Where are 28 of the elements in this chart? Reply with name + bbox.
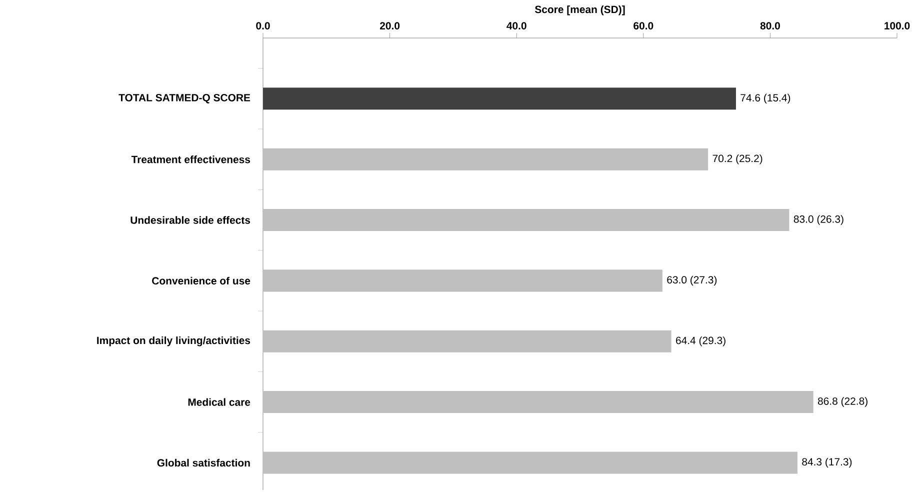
y-tick-label: Global satisfaction (157, 458, 250, 467)
bar (263, 330, 672, 352)
bar (263, 209, 790, 232)
data-label: 63.0 (27.3) (667, 276, 717, 286)
y-tick-label: Undesirable side effects (130, 216, 250, 224)
y-tick-label: TOTAL SATMED-Q SCORE (118, 94, 250, 104)
x-tick-label: 100.0 (884, 22, 910, 30)
x-tick-label: 60.0 (634, 22, 654, 30)
y-tick-label: Medical care (188, 398, 250, 406)
data-label: 84.3 (17.3) (802, 458, 852, 468)
bar (263, 148, 708, 170)
y-tick-label: Impact on daily living/activities (97, 336, 250, 346)
data-label: 64.4 (29.3) (676, 336, 726, 346)
x-tick-label: 40.0 (506, 22, 526, 30)
data-label: 86.8 (22.8) (818, 397, 868, 407)
x-tick-label: 0.0 (256, 22, 270, 30)
bar (263, 391, 814, 414)
y-tick-label: Treatment effectiveness (131, 156, 250, 164)
data-label: 83.0 (26.3) (794, 215, 844, 225)
x-axis-title: Score [mean (SD)] (534, 5, 625, 16)
x-tick-label: 20.0 (380, 22, 400, 30)
data-label: 70.2 (25.2) (712, 154, 762, 164)
y-tick-label: Convenience of use (152, 276, 250, 285)
bar (263, 452, 798, 474)
bar (263, 270, 662, 292)
x-tick-label: 80.0 (760, 22, 780, 30)
bar (263, 88, 736, 110)
data-label: 74.6 (15.4) (740, 94, 790, 104)
